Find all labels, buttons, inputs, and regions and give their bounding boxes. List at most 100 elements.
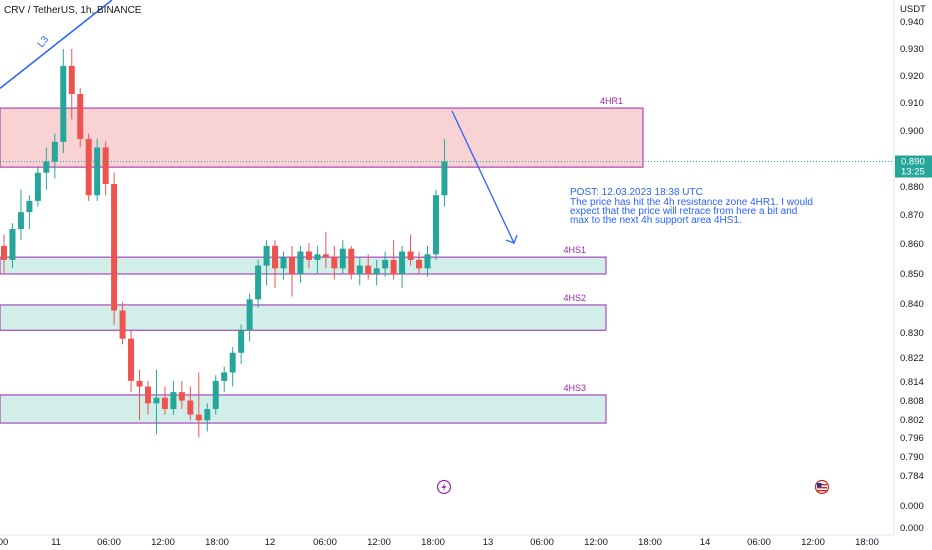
candle-body <box>424 254 431 269</box>
y-tick-label: 0.880 <box>900 182 924 193</box>
x-tick-label: 13 <box>483 537 494 548</box>
candle-body <box>60 65 67 142</box>
annotation-note: POST: 12.03.2023 18:38 UTC The price has… <box>570 187 816 226</box>
x-tick-label: 06:00 <box>97 537 121 548</box>
candle-body <box>178 392 185 401</box>
candle-body <box>161 397 168 409</box>
candle-body <box>229 352 236 373</box>
price-axis-unit: USDT <box>900 4 926 15</box>
candle-body <box>297 251 304 274</box>
annotation-line: POST: 12.03.2023 18:38 UTC <box>570 187 703 198</box>
zone-4hs3 <box>0 394 607 424</box>
y-tick-label: 0.796 <box>900 433 924 444</box>
candle-body <box>322 254 329 258</box>
y-tick-label: 0.930 <box>900 44 924 55</box>
candle-body <box>9 229 16 260</box>
candle-body <box>153 397 160 404</box>
x-tick-label: 00 <box>0 537 8 548</box>
x-tick-label: 12:00 <box>584 537 608 548</box>
x-tick-label: 18:00 <box>421 537 445 548</box>
y-tick-label: 0.920 <box>900 71 924 82</box>
countdown-value: 13:25 <box>901 167 925 178</box>
candle-body <box>128 338 135 381</box>
candle-body <box>399 251 406 274</box>
projection-arrow <box>451 110 515 244</box>
x-tick-label: 06:00 <box>313 537 337 548</box>
x-tick-label: 18:00 <box>638 537 662 548</box>
candle-body <box>263 245 270 266</box>
zone-label: 4HS1 <box>563 245 586 255</box>
y-tick-label: 0.850 <box>900 269 924 280</box>
annotation-line: The price has hit the 4h resistance zone… <box>570 197 813 208</box>
y-tick-label: 0.840 <box>900 299 924 310</box>
candle-body <box>144 386 151 404</box>
zone-4hs2 <box>0 304 607 331</box>
y-tick-label: 0.900 <box>900 126 924 137</box>
projection-arrow-head <box>505 234 518 244</box>
candle-body <box>204 409 211 421</box>
x-tick-label: 12:00 <box>367 537 391 548</box>
y-tick-label: 0.000 <box>900 523 924 534</box>
y-tick-label: 0.870 <box>900 210 924 221</box>
x-tick-label: 06:00 <box>530 537 554 548</box>
candle-body <box>331 257 338 269</box>
x-tick-label: 18:00 <box>205 537 229 548</box>
candle-body <box>365 265 372 274</box>
candle-body <box>94 147 101 196</box>
y-tick-label: 0.940 <box>900 17 924 28</box>
y-tick-label: 0.830 <box>900 328 924 339</box>
candle-body <box>85 139 92 196</box>
candle-body <box>255 265 262 300</box>
trendline-l3 <box>0 0 113 89</box>
us-flag-icon[interactable] <box>814 479 830 495</box>
y-tick-label: 0.860 <box>900 239 924 250</box>
candle-body <box>68 65 75 94</box>
y-tick-label: 0.822 <box>900 353 924 364</box>
candle-body <box>288 257 295 274</box>
y-tick-label: 0.000 <box>900 501 924 512</box>
candle-body <box>382 259 389 269</box>
candle-body <box>339 248 346 269</box>
x-tick-label: 12:00 <box>151 537 175 548</box>
last-price-value: 0.890 <box>901 157 925 168</box>
y-tick-label: 0.784 <box>900 471 924 482</box>
candle-body <box>212 380 219 409</box>
chart-title: CRV / TetherUS, 1h, BINANCE <box>4 5 142 16</box>
candle-body <box>111 184 118 311</box>
candle-body <box>17 212 24 229</box>
x-tick-label: 14 <box>700 537 711 548</box>
annotation-line: max to the next 4h support area 4HS1. <box>570 215 742 226</box>
x-tick-label: 06:00 <box>747 537 771 548</box>
candle-body <box>238 330 245 353</box>
candle-body <box>348 248 355 274</box>
candle-body <box>280 257 287 269</box>
candle-body <box>305 251 312 260</box>
x-tick-label: 11 <box>51 537 61 548</box>
zone-label: 4HS2 <box>563 293 586 303</box>
x-tick-label: 12:00 <box>801 537 825 548</box>
candle-body <box>34 172 41 201</box>
zone-label: 4HS3 <box>563 383 586 393</box>
last-price-tag: 0.890 13:25 <box>895 155 932 178</box>
candle-body <box>1 245 7 260</box>
candle-body <box>356 265 363 274</box>
candle-body <box>51 141 58 162</box>
candle-body <box>187 400 194 415</box>
candle-body <box>432 195 439 255</box>
flash-icon[interactable] <box>436 479 452 495</box>
y-tick-label: 0.910 <box>900 98 924 109</box>
y-tick-label: 0.808 <box>900 396 924 407</box>
zone-label: 4HR1 <box>600 96 623 106</box>
candle-body <box>407 251 414 260</box>
candle-body <box>416 259 423 269</box>
candle-body <box>102 147 109 184</box>
candle-body <box>314 254 321 260</box>
y-tick-label: 0.802 <box>900 415 924 426</box>
candle-body <box>26 200 33 213</box>
candle-body <box>195 414 202 421</box>
candle-body <box>373 268 380 274</box>
candle-body <box>272 245 279 269</box>
y-tick-label: 0.790 <box>900 452 924 463</box>
